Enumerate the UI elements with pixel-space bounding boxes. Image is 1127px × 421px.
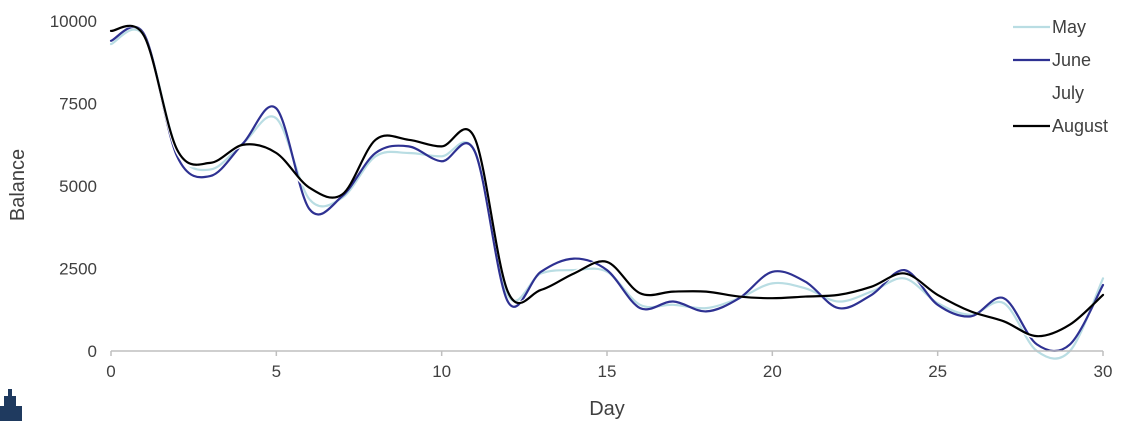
x-tick-label: 30 xyxy=(1094,362,1113,381)
x-tick-label: 25 xyxy=(928,362,947,381)
x-tick-label: 20 xyxy=(763,362,782,381)
x-tick-label: 10 xyxy=(432,362,451,381)
series-line-july xyxy=(109,25,1105,339)
legend-label-july: July xyxy=(1052,83,1084,103)
legend-label-august: August xyxy=(1052,116,1108,136)
x-axis-ticks: 0 5 10 15 20 25 30 xyxy=(106,351,1112,381)
x-tick-label: 15 xyxy=(598,362,617,381)
series-line-august xyxy=(109,24,1105,338)
x-axis-title: Day xyxy=(589,398,625,420)
y-tick-label: 10000 xyxy=(50,12,97,31)
series-line-june xyxy=(109,25,1105,353)
y-tick-label: 0 xyxy=(88,342,97,361)
y-axis-ticks: 0 2500 5000 7500 10000 xyxy=(50,12,97,361)
legend: May June July August xyxy=(1013,17,1108,136)
x-tick-label: 5 xyxy=(272,362,281,381)
plot-lines xyxy=(109,24,1105,360)
x-tick-label: 0 xyxy=(106,362,115,381)
y-tick-label: 2500 xyxy=(59,260,97,279)
y-axis-title: Balance xyxy=(7,149,29,221)
legend-label-june: June xyxy=(1052,50,1091,70)
series-line-may xyxy=(109,28,1105,360)
legend-label-may: May xyxy=(1052,17,1086,37)
y-tick-label: 5000 xyxy=(59,177,97,196)
logo-icon xyxy=(0,389,22,421)
y-tick-label: 7500 xyxy=(59,95,97,114)
